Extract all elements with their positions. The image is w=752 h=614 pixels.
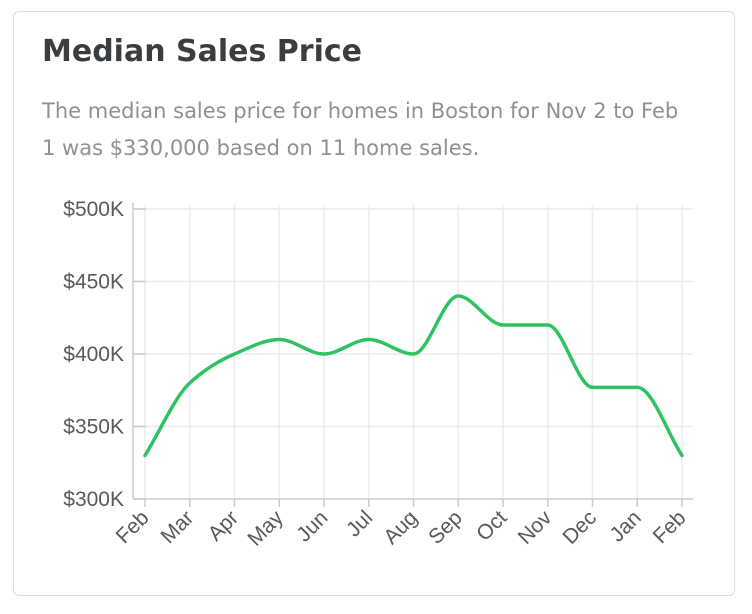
- x-tick-label: Aug: [379, 506, 422, 549]
- x-tick-label: Jan: [606, 506, 646, 546]
- chart-series: [143, 294, 684, 458]
- median-price-series-line: [143, 294, 684, 458]
- x-tick-label: Jun: [292, 506, 332, 546]
- y-tick-label: $500K: [63, 198, 124, 221]
- x-tick-label: Feb: [649, 506, 691, 548]
- y-axis-tick-labels: $300K $350K $400K $450K $500K: [63, 198, 124, 511]
- x-tick-label: Mar: [156, 506, 198, 548]
- x-axis-tick-labels: Feb Mar Apr May Jun Jul Aug Sep Oct Nov Dec Jan Feb: [112, 506, 691, 551]
- x-tick-label: Apr: [204, 506, 243, 545]
- x-tick-label: Dec: [558, 506, 601, 549]
- y-tick-label: $450K: [63, 271, 124, 294]
- chart-grid: [133, 205, 693, 499]
- card-title: Median Sales Price: [42, 34, 362, 69]
- x-tick-label: Jul: [342, 506, 377, 541]
- x-tick-label: Sep: [424, 506, 467, 549]
- x-tick-label: Nov: [514, 506, 557, 549]
- card-subtitle: The median sales price for homes in Bost…: [42, 99, 679, 160]
- x-tick-label: Feb: [112, 506, 154, 548]
- x-tick-label: May: [243, 506, 288, 551]
- y-tick-label: $400K: [63, 343, 124, 366]
- y-tick-label: $350K: [63, 416, 124, 439]
- y-tick-label: $300K: [63, 488, 124, 511]
- x-tick-label: Oct: [472, 506, 511, 545]
- chart-axes: [132, 203, 693, 507]
